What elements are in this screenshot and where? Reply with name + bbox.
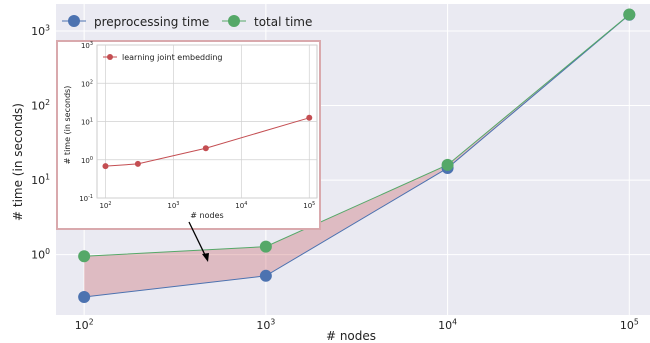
y-tick-label-1: 101: [31, 173, 50, 187]
y-axis-label: # time (in seconds): [11, 103, 25, 221]
inset-series-0-point-0: [102, 163, 109, 170]
inset-x-tick-label-0: 102: [99, 201, 111, 210]
legend-marker-total: [228, 15, 240, 27]
inset-x-tick-label-1: 103: [167, 201, 179, 210]
y-tick-label-3: 103: [31, 24, 50, 38]
x-tick-label-1: 103: [256, 318, 275, 332]
annotation-arrow: [188, 221, 209, 262]
y-tick-label-2: 102: [31, 98, 50, 112]
inset-y-tick-label-4: 103: [81, 41, 93, 50]
series-1-point-2: [441, 158, 454, 171]
legend-label-total: total time: [254, 15, 312, 29]
series-1-point-3: [623, 8, 636, 21]
series-1-point-1: [259, 240, 272, 253]
inset-y-axis-label: # time (in seconds): [63, 86, 72, 165]
x-tick-label-2: 104: [438, 318, 457, 332]
inset-legend: learning joint embedding: [103, 53, 223, 62]
series-line-0: [84, 14, 630, 298]
inset-y-tick-label-0: 10-1: [79, 194, 93, 203]
y-tick-label-0: 100: [31, 247, 50, 261]
inset-gridlines: [97, 44, 317, 199]
legend-label-preprocessing: preprocessing time: [94, 15, 209, 29]
inset-y-tick-label-1: 100: [81, 156, 93, 165]
inset-series-0-point-2: [202, 145, 209, 152]
inset-y-tick-label-3: 102: [81, 79, 93, 88]
inset-legend-label: learning joint embedding: [122, 53, 223, 62]
main-tick-labels: 102 103 104 105 100 101 102 103: [31, 24, 639, 332]
series-0-point-1: [259, 269, 272, 282]
inset-x-tick-label-3: 105: [303, 201, 315, 210]
inset-series-line-0: [105, 117, 310, 167]
inset-y-tick-label-2: 101: [81, 118, 93, 127]
main-series-group: [78, 8, 636, 304]
inset-tick-labels: 102 103 104 105 10-1 100 101 102 103: [79, 41, 315, 210]
main-legend: preprocessing time total time: [62, 15, 312, 29]
series-0-point-0: [78, 291, 91, 304]
inset-x-tick-label-2: 104: [235, 201, 247, 210]
inset-series-0-point-1: [134, 160, 141, 167]
x-tick-label-3: 105: [620, 318, 639, 332]
series-line-1: [84, 14, 630, 257]
x-tick-label-0: 102: [75, 318, 94, 332]
series-1-point-0: [78, 250, 91, 263]
inset-x-axis-label: # nodes: [190, 211, 223, 220]
fill-between-region: [84, 14, 630, 298]
x-axis-label: # nodes: [326, 329, 376, 343]
inset-series-0-point-3: [306, 114, 313, 121]
inset-legend-marker: [107, 54, 113, 60]
inset-series-group: [102, 114, 313, 170]
legend-marker-preprocessing: [68, 15, 80, 27]
